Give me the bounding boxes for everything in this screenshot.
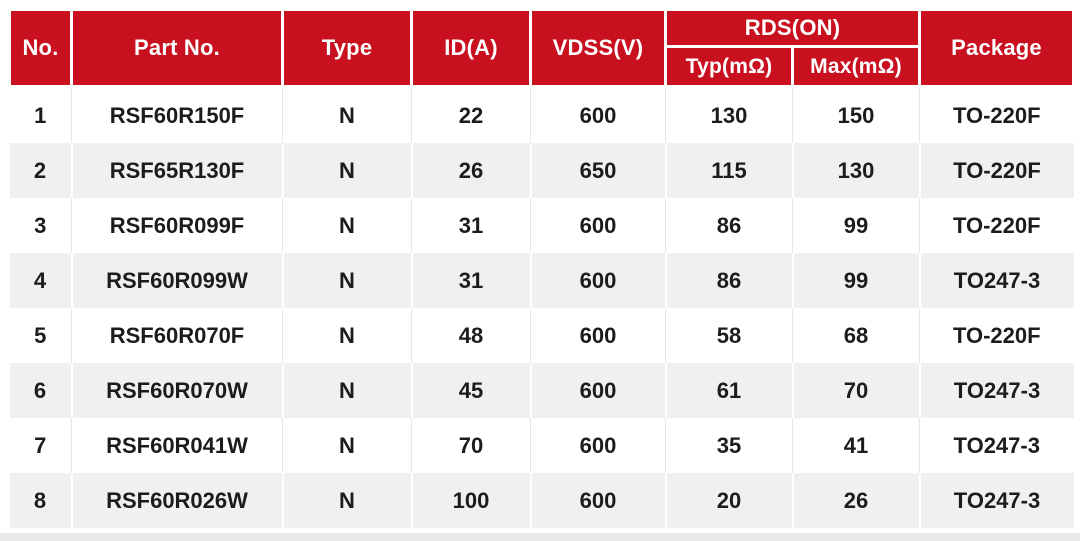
table-body: 1 RSF60R150F N 22 600 130 150 TO-220F 2 RSF65R130…	[9, 86, 1074, 528]
table-row: 6 RSF60R070W N 45 600 61 70 TO247-3	[9, 363, 1074, 418]
cell-vdss: 600	[530, 308, 666, 363]
table-header: No. Part No. Type ID(A) VDSS(V) RDS(ON) …	[8, 8, 1076, 88]
col-header-package: Package	[918, 8, 1076, 88]
cell-rds-max: 70	[791, 363, 920, 418]
cell-rds-typ: 61	[664, 363, 793, 418]
cell-package: TO-220F	[918, 143, 1074, 198]
cell-package: TO-220F	[919, 86, 1074, 143]
col-header-type: Type	[281, 8, 413, 88]
cell-no: 4	[9, 253, 72, 308]
table-row: 5 RSF60R070F N 48 600 58 68 TO-220F	[9, 308, 1074, 363]
cell-rds-typ: 115	[664, 143, 793, 198]
cell-rds-typ: 58	[665, 308, 793, 363]
cell-part-no: RSF60R070W	[70, 363, 283, 418]
cell-rds-max: 150	[791, 86, 920, 143]
cell-no: 6	[9, 363, 72, 418]
cell-id: 31	[411, 198, 531, 253]
cell-no: 7	[9, 418, 72, 473]
cell-vdss: 600	[530, 86, 666, 143]
cell-vdss: 600	[529, 363, 666, 418]
cell-part-no: RSF60R099F	[71, 198, 283, 253]
cell-rds-typ: 130	[665, 86, 793, 143]
mosfet-lineup-table: No. Part No. Type ID(A) VDSS(V) RDS(ON) …	[8, 8, 1076, 528]
cell-vdss: 600	[529, 473, 666, 528]
cell-vdss: 600	[530, 418, 666, 473]
cell-no: 3	[9, 198, 72, 253]
cell-part-no: RSF60R041W	[71, 418, 283, 473]
cell-id: 48	[411, 308, 531, 363]
cell-type: N	[282, 308, 412, 363]
cell-id: 22	[411, 86, 531, 143]
cell-rds-max: 99	[791, 198, 920, 253]
cell-vdss: 600	[530, 198, 666, 253]
cell-part-no: RSF65R130F	[70, 143, 283, 198]
table-row: 4 RSF60R099W N 31 600 86 99 TO247-3	[9, 253, 1074, 308]
cell-no: 2	[9, 143, 72, 198]
col-header-part-no: Part No.	[70, 8, 284, 88]
cell-no: 1	[9, 86, 72, 143]
cell-rds-typ: 86	[664, 253, 793, 308]
cell-part-no: RSF60R026W	[70, 473, 283, 528]
cell-vdss: 650	[529, 143, 666, 198]
cell-id: 100	[410, 473, 531, 528]
table-row: 3 RSF60R099F N 31 600 86 99 TO-220F	[9, 198, 1074, 253]
cell-rds-max: 68	[791, 308, 920, 363]
cell-type: N	[282, 86, 412, 143]
cell-type: N	[281, 473, 412, 528]
table-row: 1 RSF60R150F N 22 600 130 150 TO-220F	[9, 86, 1074, 143]
cell-rds-max: 99	[791, 253, 920, 308]
cell-type: N	[281, 253, 412, 308]
cell-rds-max: 41	[791, 418, 920, 473]
col-header-rds-typ: Typ(mΩ)	[664, 45, 794, 88]
cell-part-no: RSF60R099W	[70, 253, 283, 308]
table-row: 7 RSF60R041W N 70 600 35 41 TO247-3	[9, 418, 1074, 473]
col-header-rds-group: RDS(ON)	[663, 8, 922, 48]
cell-package: TO-220F	[919, 198, 1074, 253]
cell-type: N	[281, 363, 412, 418]
cell-rds-typ: 35	[665, 418, 793, 473]
cell-package: TO-220F	[919, 308, 1074, 363]
cell-package: TO247-3	[919, 418, 1074, 473]
cell-rds-max: 130	[791, 143, 920, 198]
cell-rds-max: 26	[791, 473, 920, 528]
table-row: 2 RSF65R130F N 26 650 115 130 TO-220F	[9, 143, 1074, 198]
cell-type: N	[282, 198, 412, 253]
cell-type: N	[282, 418, 412, 473]
col-header-vdss: VDSS(V)	[529, 8, 667, 88]
cell-type: N	[281, 143, 412, 198]
cell-id: 70	[411, 418, 531, 473]
bottom-shadow-strip	[0, 533, 1080, 541]
col-header-id: ID(A)	[410, 8, 532, 88]
cell-package: TO247-3	[918, 253, 1074, 308]
cell-rds-typ: 86	[665, 198, 793, 253]
cell-id: 45	[410, 363, 531, 418]
cell-rds-typ: 20	[664, 473, 793, 528]
col-header-rds-max: Max(mΩ)	[790, 45, 922, 88]
cell-id: 31	[410, 253, 531, 308]
cell-vdss: 600	[529, 253, 666, 308]
cell-part-no: RSF60R070F	[71, 308, 283, 363]
table-row: 8 RSF60R026W N 100 600 20 26 TO247-3	[9, 473, 1074, 528]
cell-part-no: RSF60R150F	[71, 86, 283, 143]
cell-no: 5	[9, 308, 72, 363]
cell-package: TO247-3	[918, 473, 1074, 528]
cell-package: TO247-3	[918, 363, 1074, 418]
cell-no: 8	[9, 473, 72, 528]
cell-id: 26	[410, 143, 531, 198]
col-header-no: No.	[8, 8, 73, 88]
